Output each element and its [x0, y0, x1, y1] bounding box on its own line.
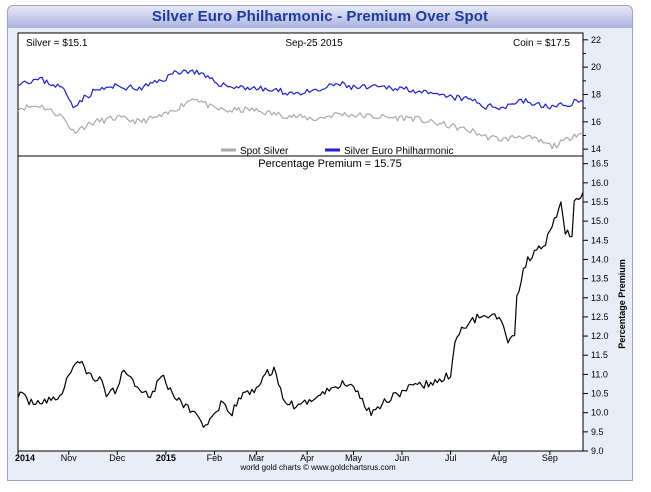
y-tick-label: 16.5 — [591, 159, 609, 169]
y-tick-label: 12.5 — [591, 312, 609, 322]
y-tick-label: 12.0 — [591, 331, 609, 341]
series-line-euro-philharmonic — [17, 69, 584, 111]
y-axis-top: 14 16 18 20 22 — [583, 35, 601, 154]
plot-area — [17, 32, 584, 452]
footer-credit: world gold charts © www.goldchartsrus.co… — [239, 463, 396, 472]
y-tick-label: 9.5 — [591, 427, 604, 437]
y-tick-label: 22 — [591, 35, 601, 45]
premium-label: Percentage Premium = 15.75 — [258, 158, 401, 170]
x-tick-label: Aug — [491, 453, 507, 463]
y-tick-label: 11.0 — [591, 369, 608, 379]
x-tick-label: Mar — [249, 453, 265, 463]
y-tick-label: 9.0 — [591, 446, 604, 456]
x-tick-label: Sep — [542, 453, 558, 463]
x-tick-label: Apr — [300, 453, 314, 463]
series-line-percentage-premium — [17, 192, 584, 428]
y-tick-label: 15.5 — [591, 197, 609, 207]
y-tick-label: 10.5 — [591, 389, 609, 399]
y-tick-label: 14 — [591, 144, 601, 154]
y-tick-label: 11.5 — [591, 350, 608, 360]
x-tick-label: Jul — [445, 453, 457, 463]
y-axis-bottom: 9.0 9.5 10.0 10.5 11.0 11.5 12.0 12.5 13.0 13.5 14… — [583, 159, 609, 456]
y-tick-label: 10.0 — [591, 408, 609, 418]
series-line-spot-silver — [17, 98, 584, 150]
y-tick-label: 15.0 — [591, 216, 609, 226]
legend-label-coin: Silver Euro Philharmonic — [344, 146, 454, 157]
x-tick-label: 2015 — [156, 453, 176, 463]
y-tick-label: 14.5 — [591, 235, 609, 245]
x-tick-label: May — [345, 453, 363, 463]
x-tick-label: Feb — [207, 453, 223, 463]
title-bar: Silver Euro Philharmonic - Premium Over … — [7, 5, 633, 29]
date-label: Sep-25 2015 — [285, 38, 343, 49]
y-tick-label: 20 — [591, 62, 601, 72]
y-tick-label: 18 — [591, 90, 601, 100]
y-axis-title: Percentage Premium — [617, 259, 627, 349]
legend-label-silver: Spot Silver — [240, 146, 289, 157]
x-tick-label: 2014 — [15, 453, 35, 463]
silver-price-label: Silver = $15.1 — [26, 38, 88, 49]
x-tick-label: Jun — [395, 453, 410, 463]
y-tick-label: 16 — [591, 117, 601, 127]
series-lines — [17, 69, 584, 428]
y-tick-label: 13.0 — [591, 293, 609, 303]
x-axis: 2014 Nov Dec 2015 Feb Mar Apr May Jun Jul Aug Sep — [15, 451, 558, 463]
chart-title: Silver Euro Philharmonic - Premium Over … — [151, 8, 489, 25]
x-tick-label: Nov — [61, 453, 78, 463]
y-tick-label: 16.0 — [591, 178, 609, 188]
coin-price-label: Coin = $17.5 — [513, 38, 570, 49]
y-tick-label: 13.5 — [591, 274, 609, 284]
x-tick-label: Dec — [109, 453, 126, 463]
y-tick-label: 14.0 — [591, 254, 609, 264]
